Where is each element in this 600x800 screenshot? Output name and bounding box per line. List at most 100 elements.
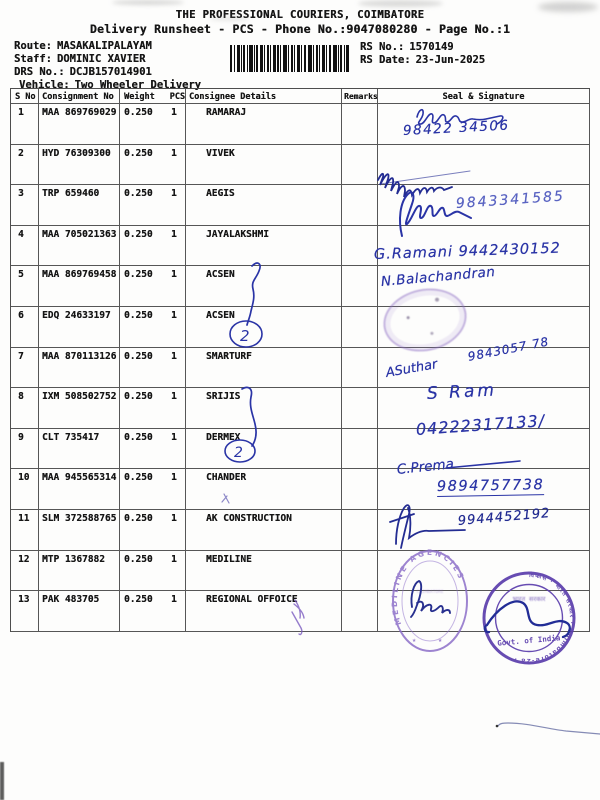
cell-consignee: ACSEN xyxy=(186,266,342,307)
cell-consignment: MTP 1367882 xyxy=(39,550,120,592)
rs-date-value: 23-Jun-2025 xyxy=(415,54,486,66)
cell-seal xyxy=(378,144,590,186)
cell-pcs: 1 xyxy=(171,553,177,565)
cell-consignment: IXM 508502752 xyxy=(39,388,120,429)
cell-weight-pcs: 0.250 1 xyxy=(120,266,186,307)
cell-weight-pcs: 0.250 1 xyxy=(120,347,186,389)
cell-pcs: 1 xyxy=(171,228,177,240)
cell-seal xyxy=(378,550,590,592)
page-title: THE PROFESSIONAL COURIERS, COIMBATORE xyxy=(175,9,425,21)
staff-value: DOMINIC XAVIER xyxy=(56,53,146,65)
cell-seal xyxy=(378,185,590,226)
cell-remarks xyxy=(342,185,378,226)
cell-weight: 0.250 xyxy=(124,147,153,159)
cell-weight: 0.250 xyxy=(124,350,153,362)
cell-weight-pcs: 0.250 1 xyxy=(120,509,186,551)
cell-consignment: SLM 372588765 xyxy=(39,509,120,551)
header-seal: Seal & Signature xyxy=(378,89,590,104)
cell-sno: 3 xyxy=(11,185,39,226)
pen-line-bottom xyxy=(497,722,600,735)
cell-consignee: RAMARAJ xyxy=(186,104,342,145)
cell-sno: 2 xyxy=(11,144,39,186)
cell-pcs: 1 xyxy=(171,391,177,403)
cell-remarks xyxy=(342,591,378,632)
cell-sno: 6 xyxy=(11,306,39,348)
cell-consignee: JAYALAKSHMI xyxy=(186,225,342,267)
pen-dot-bottom xyxy=(495,724,499,728)
cell-weight-pcs: 0.250 1 xyxy=(120,104,186,145)
rs-no-value: 1570149 xyxy=(409,41,454,53)
cell-remarks xyxy=(342,104,378,145)
cell-sno: 11 xyxy=(11,509,39,551)
cell-sno: 4 xyxy=(11,225,39,267)
cell-pcs: 1 xyxy=(171,594,177,606)
scan-smudge xyxy=(538,2,598,12)
cell-consignee: REGIONAL OFFOICE xyxy=(186,591,342,632)
cell-pcs: 1 xyxy=(171,188,177,200)
cell-remarks xyxy=(342,347,378,389)
cell-remarks xyxy=(342,306,378,348)
header-pcs: PCS xyxy=(169,92,185,102)
cell-weight: 0.250 xyxy=(124,309,153,321)
cell-weight: 0.250 xyxy=(124,553,153,565)
cell-consignment: MAA 870113126 xyxy=(39,347,120,389)
cell-remarks xyxy=(342,388,378,429)
cell-consignment: TRP 659460 xyxy=(39,185,120,226)
cell-seal xyxy=(378,347,590,389)
cell-weight-pcs: 0.250 1 xyxy=(120,388,186,429)
cell-consignment: PAK 483705 xyxy=(39,591,120,632)
header-consignment: Consignment No xyxy=(39,89,120,104)
cell-consignment: CLT 735417 xyxy=(39,428,120,470)
drs-label: DRS No.: xyxy=(14,66,65,78)
cell-seal xyxy=(378,266,590,307)
mediline-center-text: COIMBATORE xyxy=(416,589,443,595)
scan-smudge xyxy=(112,0,184,5)
cell-consignment: MAA 869769029 xyxy=(39,104,120,145)
cell-weight: 0.250 xyxy=(124,188,153,200)
cell-seal xyxy=(378,469,590,510)
drs-value: DCJB157014901 xyxy=(69,66,152,78)
cell-pcs: 1 xyxy=(171,512,177,524)
cell-consignee: SRIJIS xyxy=(186,388,342,429)
cell-weight: 0.250 xyxy=(124,228,153,240)
govt-of-india-stamp: विकास · भारत सरकार · Coimbatore-28 · भार… xyxy=(482,571,576,665)
header-weight: Weight xyxy=(124,92,155,102)
header-consignee: Consignee Details xyxy=(186,89,342,104)
scan-smudge xyxy=(210,16,250,21)
cell-remarks xyxy=(342,225,378,267)
cell-pcs: 1 xyxy=(171,350,177,362)
cell-remarks xyxy=(342,509,378,551)
rs-no-line: RS No.: 1570149 xyxy=(360,41,454,53)
table-grid: S No Consignment No Weight PCS Consignee… xyxy=(10,88,590,632)
cell-weight-pcs: 0.250 1 xyxy=(120,550,186,592)
cell-sno: 1 xyxy=(11,104,39,145)
govt-center-line2: Govt. of India xyxy=(497,633,561,648)
signature-inside-mediline-stamp xyxy=(410,579,451,618)
mediline-star-left: ★ xyxy=(412,636,417,644)
mediline-ring-text: MEDILINE AGENCIES xyxy=(390,548,464,626)
cell-consignee: VIVEK xyxy=(186,144,342,186)
staff-label: Staff: xyxy=(14,53,52,65)
route-value: MASAKALIPALAYAM xyxy=(56,40,152,52)
cell-weight: 0.250 xyxy=(124,431,153,443)
cell-consignee: MEDILINE xyxy=(186,550,342,592)
mediline-star-right: ★ xyxy=(438,636,443,644)
cell-remarks xyxy=(342,266,378,307)
header-weight-pcs: Weight PCS xyxy=(120,89,186,104)
cell-weight-pcs: 0.250 1 xyxy=(120,428,186,470)
cell-remarks xyxy=(342,550,378,592)
signature-row8: S Ram xyxy=(426,380,498,404)
cell-weight-pcs: 0.250 1 xyxy=(120,225,186,267)
cell-remarks xyxy=(342,469,378,510)
cell-seal xyxy=(378,104,590,145)
cell-consignment: EDQ 24633197 xyxy=(39,306,120,348)
signature-phone-row10: 9894757738 xyxy=(436,477,545,497)
cell-weight: 0.250 xyxy=(124,269,153,281)
cell-weight: 0.250 xyxy=(124,472,153,484)
cell-consignee: DERMEX xyxy=(186,428,342,470)
cell-weight: 0.250 xyxy=(124,594,153,606)
header-remarks: Remarks xyxy=(342,89,378,104)
cell-sno: 5 xyxy=(11,266,39,307)
cell-pcs: 1 xyxy=(171,269,177,281)
